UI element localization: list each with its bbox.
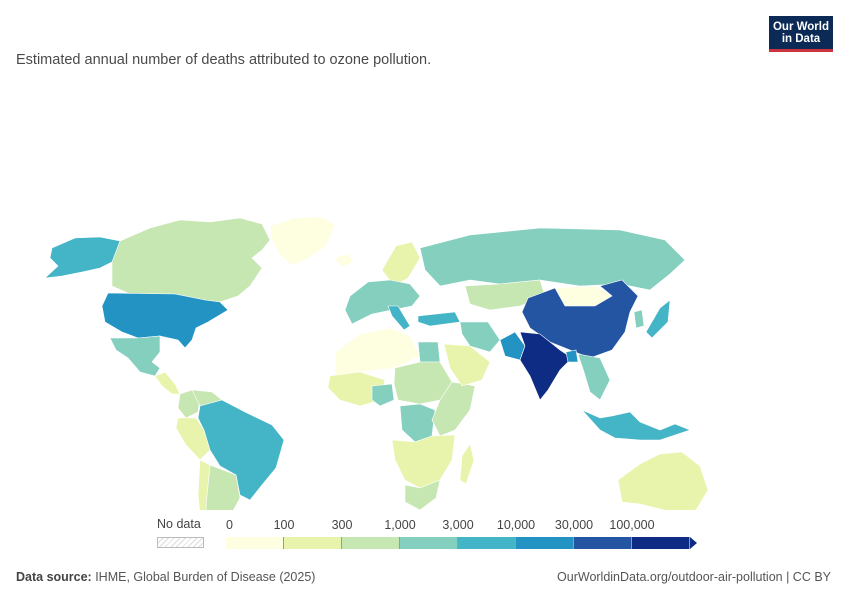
- country-turkey[interactable]: [417, 311, 461, 327]
- legend-bin-4[interactable]: [458, 537, 516, 549]
- legend-bin-2[interactable]: [342, 537, 400, 549]
- chart-subtitle: Estimated annual number of deaths attrib…: [16, 52, 432, 68]
- country-chile[interactable]: [197, 459, 218, 510]
- legend-tick-6: 30,000: [554, 518, 594, 532]
- legend-bin-3[interactable]: [400, 537, 458, 549]
- country-russia[interactable]: [419, 227, 686, 291]
- country-canada[interactable]: [111, 217, 271, 303]
- legend-tick-3: 1,000: [384, 518, 416, 532]
- legend-tick-7: 100,000: [609, 518, 655, 532]
- country-egypt[interactable]: [417, 341, 441, 363]
- legend-bin-6[interactable]: [574, 537, 632, 549]
- legend-bin-7[interactable]: [632, 537, 690, 549]
- legend-bin-0[interactable]: [226, 537, 284, 549]
- country-southern-africa[interactable]: [391, 434, 456, 489]
- legend-bin-1[interactable]: [284, 537, 342, 549]
- legend-bin-5[interactable]: [516, 537, 574, 549]
- country-scandinavia[interactable]: [381, 241, 421, 287]
- source-text: IHME, Global Burden of Disease (2025): [91, 570, 316, 584]
- country-united-states[interactable]: [101, 292, 229, 349]
- country-western-europe[interactable]: [344, 279, 421, 325]
- footer-url[interactable]: OurWorldinData.org/outdoor-air-pollution…: [557, 570, 831, 584]
- legend-tick-4: 3,000: [442, 518, 474, 532]
- legend-tick-2: 300: [331, 518, 353, 532]
- owid-logo[interactable]: Our World in Data: [769, 16, 833, 52]
- legend-no-data-swatch: [157, 537, 204, 548]
- country-madagascar[interactable]: [459, 443, 475, 485]
- country-southeast-asia[interactable]: [577, 353, 611, 401]
- legend-tick-0: 0: [226, 518, 233, 532]
- country-saudi-arabia[interactable]: [443, 343, 491, 387]
- legend-tick-1: 100: [273, 518, 295, 532]
- country-argentina[interactable]: [205, 464, 241, 510]
- logo-line-1: Our World: [772, 21, 829, 33]
- country-nigeria[interactable]: [371, 383, 395, 407]
- world-map[interactable]: [0, 100, 850, 510]
- country-greenland[interactable]: [269, 216, 336, 266]
- country-australia[interactable]: [617, 451, 709, 510]
- country-mexico[interactable]: [109, 335, 161, 377]
- country-italy[interactable]: [387, 305, 411, 331]
- color-legend[interactable]: 0 100 300 1,000 3,000 10,000 30,000 100,…: [0, 510, 850, 560]
- country-west-africa[interactable]: [327, 371, 386, 407]
- footer-source: Data source: IHME, Global Burden of Dise…: [16, 570, 315, 584]
- country-india[interactable]: [519, 331, 573, 401]
- country-indonesia[interactable]: [581, 409, 691, 441]
- country-japan[interactable]: [645, 299, 671, 339]
- country-korea[interactable]: [633, 309, 645, 329]
- country-alaska[interactable]: [44, 236, 126, 279]
- country-bangladesh[interactable]: [565, 349, 579, 363]
- source-label: Data source:: [16, 570, 92, 584]
- country-east-africa[interactable]: [431, 381, 476, 437]
- logo-line-2: in Data: [781, 33, 821, 45]
- country-iceland[interactable]: [333, 253, 355, 268]
- legend-arrow: [690, 537, 697, 549]
- legend-no-data-label: No data: [157, 517, 201, 531]
- country-dr-congo[interactable]: [399, 403, 436, 443]
- country-iran[interactable]: [459, 321, 501, 353]
- country-central-america[interactable]: [154, 371, 181, 395]
- country-peru[interactable]: [175, 417, 211, 461]
- legend-tick-5: 10,000: [496, 518, 536, 532]
- country-brazil[interactable]: [197, 399, 285, 501]
- country-south-africa[interactable]: [404, 479, 441, 510]
